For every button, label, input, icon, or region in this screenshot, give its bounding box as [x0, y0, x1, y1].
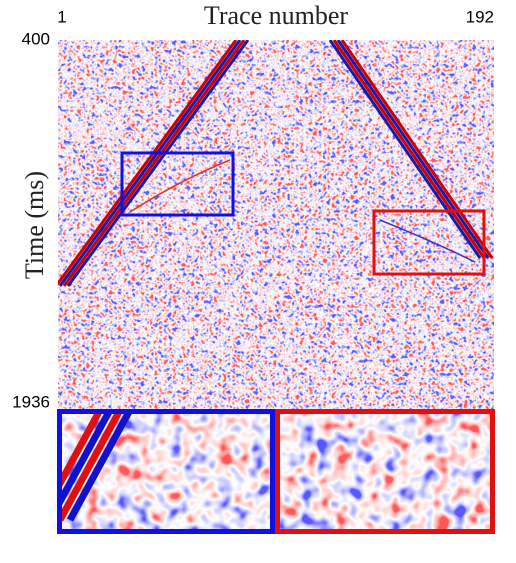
inset	[57, 409, 495, 534]
x-tick-label: 1	[57, 7, 66, 26]
zoom-box	[120, 151, 235, 217]
zoom-box	[372, 209, 486, 276]
x-axis-label: Trace number	[204, 1, 349, 30]
x-tick-label: 192	[466, 7, 494, 26]
y-tick-label: 1936	[12, 392, 50, 411]
y-axis-label: Time (ms)	[20, 171, 49, 279]
seismic-image	[58, 40, 494, 410]
y-tick-label: 400	[22, 29, 50, 48]
